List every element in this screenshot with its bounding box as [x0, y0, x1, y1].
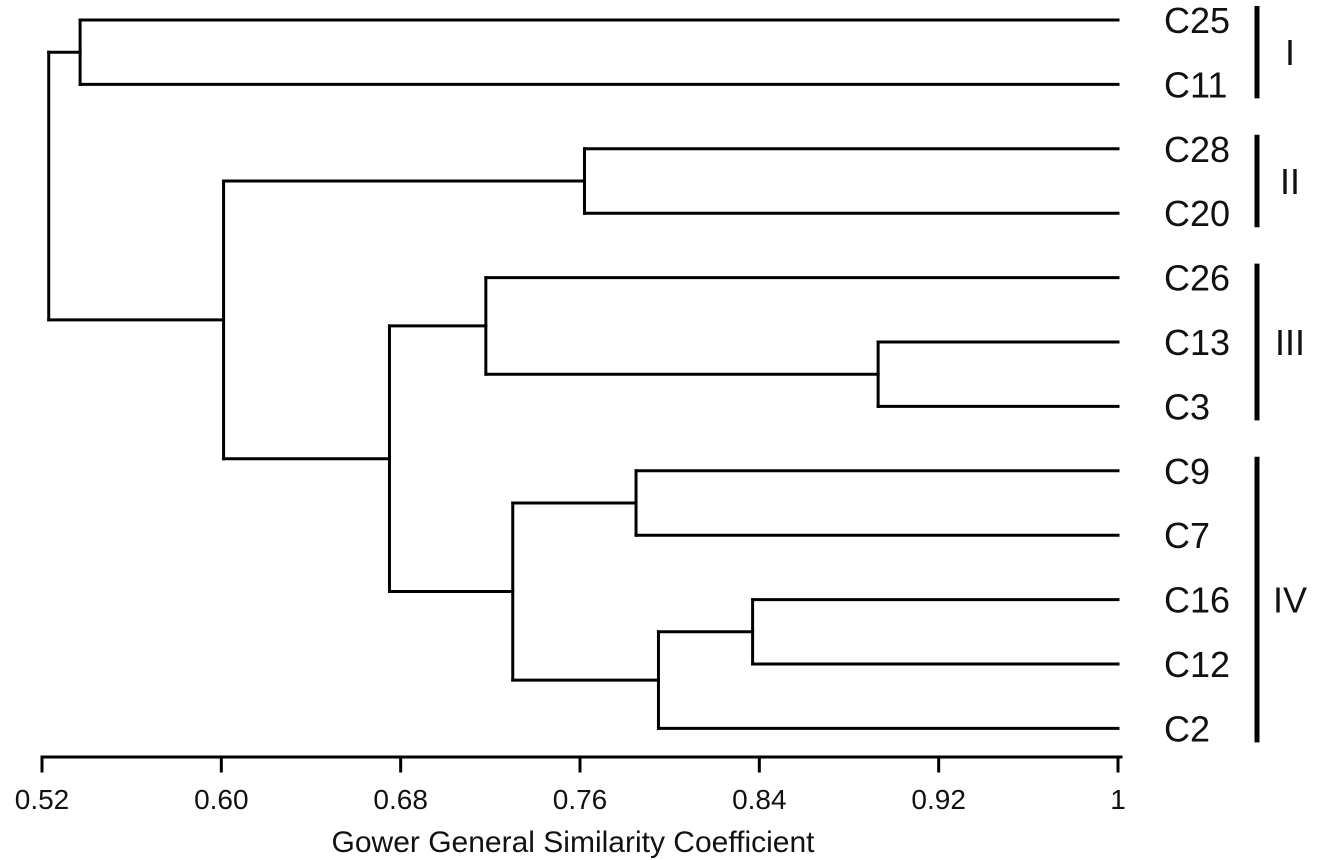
group-label-iii: III	[1275, 322, 1305, 363]
leaf-label-c25: C25	[1164, 0, 1230, 41]
leaf-label-c28: C28	[1164, 129, 1230, 170]
leaf-label-c13: C13	[1164, 322, 1230, 363]
x-tick-label: 0.84	[732, 784, 787, 815]
leaf-label-c9: C9	[1164, 451, 1210, 492]
x-tick-label: 1	[1110, 784, 1126, 815]
x-axis: 0.52 0.60 0.68 0.76 0.84 0.92 1	[15, 755, 1126, 815]
x-tick-label: 0.60	[194, 784, 249, 815]
leaf-label-c20: C20	[1164, 193, 1230, 234]
leaf-label-c12: C12	[1164, 644, 1230, 685]
leaf-labels: C25 C11 C28 C20 C26 C13 C3 C9 C7 C16 C12 C2	[1164, 0, 1230, 749]
leaf-label-c16: C16	[1164, 580, 1230, 621]
group-label-i: I	[1285, 32, 1295, 73]
leaf-label-c7: C7	[1164, 515, 1210, 556]
dendrogram-tree	[47, 18, 1120, 730]
x-tick-label: 0.92	[911, 784, 966, 815]
leaf-label-c2: C2	[1164, 708, 1210, 749]
x-tick-label: 0.52	[15, 784, 70, 815]
leaf-label-c26: C26	[1164, 258, 1230, 299]
x-axis-title: Gower General Similarity Coefficient	[332, 826, 816, 859]
x-tick-label: 0.68	[373, 784, 428, 815]
x-tick-label: 0.76	[553, 784, 608, 815]
group-label-ii: II	[1280, 161, 1300, 202]
leaf-label-c11: C11	[1164, 64, 1227, 105]
leaf-label-c3: C3	[1164, 386, 1210, 427]
group-label-iv: IV	[1273, 580, 1307, 621]
